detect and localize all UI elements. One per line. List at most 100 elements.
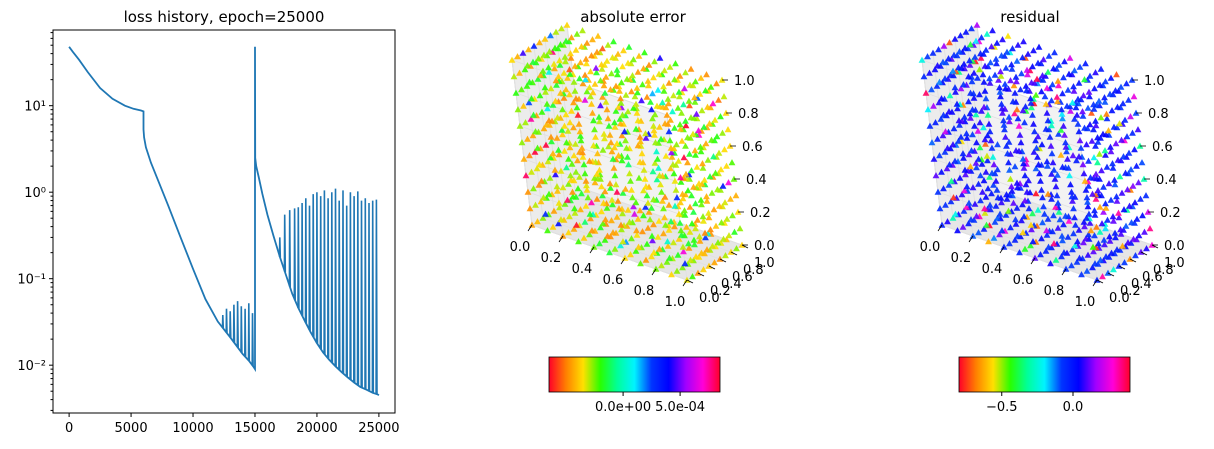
data-point <box>1121 116 1129 123</box>
chart-title: loss history, epoch=25000 <box>124 8 325 26</box>
data-point <box>924 106 932 113</box>
data-point <box>1011 89 1019 96</box>
data-point <box>582 177 590 184</box>
data-point <box>1091 207 1098 214</box>
data-point <box>1089 243 1097 250</box>
data-point <box>532 128 539 135</box>
data-point <box>632 199 640 206</box>
data-point <box>571 205 578 212</box>
data-point <box>961 44 969 51</box>
data-point <box>671 76 678 83</box>
data-point <box>1028 104 1035 111</box>
data-point <box>583 186 591 193</box>
data-point <box>527 115 535 122</box>
data-point <box>1054 224 1062 231</box>
data-point <box>609 229 617 236</box>
data-point <box>1119 100 1127 107</box>
data-point <box>1036 170 1043 177</box>
data-point <box>1001 80 1009 87</box>
data-point <box>705 209 712 216</box>
data-point <box>956 121 963 128</box>
loss-spike <box>364 198 367 390</box>
data-point <box>692 253 700 260</box>
data-point <box>547 32 554 39</box>
data-point <box>1146 225 1154 232</box>
data-point <box>985 120 993 127</box>
loss-spike <box>345 205 348 378</box>
data-point <box>720 93 728 100</box>
data-point <box>612 107 620 114</box>
data-point <box>1125 96 1132 103</box>
data-point <box>674 104 682 111</box>
data-point <box>1010 199 1017 206</box>
data-point <box>681 207 688 214</box>
data-point <box>692 151 699 158</box>
data-point <box>1106 237 1114 244</box>
data-point <box>635 52 643 59</box>
data-point <box>1112 140 1120 147</box>
data-point <box>1082 235 1090 242</box>
data-point <box>997 68 1004 75</box>
data-point <box>1020 213 1028 220</box>
data-point <box>557 89 564 96</box>
data-point <box>946 92 954 99</box>
data-point <box>920 73 928 80</box>
data-point <box>717 166 725 173</box>
data-point <box>977 172 984 179</box>
data-point <box>1006 240 1013 247</box>
x-tick-label: 25000 <box>358 421 399 436</box>
data-point <box>570 78 578 85</box>
data-point <box>664 242 672 249</box>
data-point <box>567 54 575 61</box>
data-point <box>1019 54 1026 61</box>
axis-tick-label: 0.2 <box>1160 206 1181 221</box>
data-point <box>1073 258 1081 265</box>
data-point <box>926 122 934 129</box>
data-point <box>1034 206 1042 213</box>
data-point <box>627 251 634 258</box>
data-point <box>623 75 631 82</box>
data-point <box>957 32 964 39</box>
data-point <box>535 55 542 62</box>
data-point <box>592 64 600 71</box>
data-point <box>1102 78 1109 85</box>
data-point <box>1041 210 1048 217</box>
data-point <box>529 58 537 65</box>
data-point <box>1045 243 1052 250</box>
data-point <box>992 55 1000 62</box>
data-point <box>665 79 673 86</box>
data-point <box>619 189 627 196</box>
data-point <box>608 148 616 155</box>
data-point <box>941 148 949 155</box>
axis-tick-label: 0.8 <box>1153 263 1174 278</box>
data-point <box>613 66 621 73</box>
data-point <box>1040 203 1047 210</box>
data-point <box>638 97 645 104</box>
data-point <box>1062 139 1069 146</box>
data-point <box>654 155 661 162</box>
data-point <box>616 87 623 94</box>
data-point <box>961 113 968 120</box>
data-point <box>1124 186 1131 193</box>
data-point <box>1092 117 1099 124</box>
data-point <box>957 133 965 140</box>
data-point <box>1081 76 1088 83</box>
data-point <box>545 64 552 71</box>
data-point <box>649 168 657 175</box>
data-point <box>1008 65 1016 72</box>
data-point <box>520 102 527 109</box>
data-point <box>1069 246 1076 253</box>
data-point <box>1020 38 1027 45</box>
data-point <box>556 61 564 68</box>
data-point <box>565 229 572 236</box>
data-point <box>555 199 563 206</box>
data-point <box>650 74 657 81</box>
data-point <box>1123 133 1131 140</box>
data-point <box>1100 208 1107 215</box>
data-point <box>1102 204 1110 211</box>
data-point <box>579 27 586 34</box>
data-point <box>674 251 682 258</box>
data-point <box>1039 219 1046 226</box>
data-point <box>660 83 667 90</box>
data-point <box>973 139 980 146</box>
